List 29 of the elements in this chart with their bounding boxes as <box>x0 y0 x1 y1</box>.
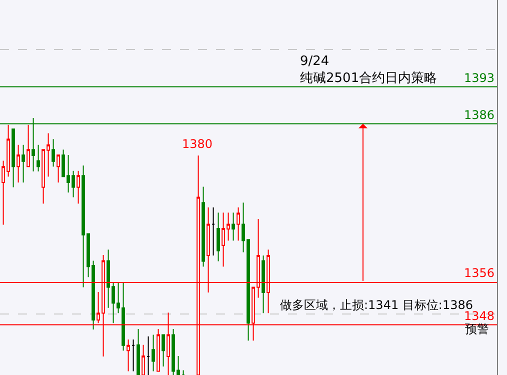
candlestick <box>36 144 40 172</box>
candlestick <box>262 254 266 314</box>
annotation: 做多区域，止损:1341 目标位:1386 <box>280 298 473 312</box>
candlestick <box>216 212 220 262</box>
candlestick <box>136 328 140 375</box>
candlestick <box>26 124 30 168</box>
text: 9/24 纯碱2501合约日内策略 <box>300 54 438 86</box>
candlestick <box>52 138 56 168</box>
annotation: 预警 <box>465 322 489 336</box>
ref-line-label: 1356 <box>464 266 495 280</box>
candlestick <box>12 128 16 188</box>
candlestick <box>22 144 26 183</box>
candlestick <box>126 339 130 372</box>
candlestick <box>202 186 206 268</box>
candlestick <box>232 212 236 242</box>
ref-line-label: 1393 <box>464 71 495 85</box>
candlestick <box>76 170 80 204</box>
annotation: 1380 <box>182 137 213 151</box>
candlestick <box>56 154 60 183</box>
candlestick <box>212 206 216 256</box>
candlestick <box>236 206 240 242</box>
candlestick <box>152 334 156 372</box>
candlestick <box>16 144 20 183</box>
candlestick <box>162 334 166 368</box>
candlestick <box>146 336 150 375</box>
candlestick <box>156 328 160 372</box>
ref-line-label: 1348 <box>464 309 495 323</box>
candlestick <box>132 339 136 372</box>
ref-line-label: 1386 <box>464 108 495 122</box>
